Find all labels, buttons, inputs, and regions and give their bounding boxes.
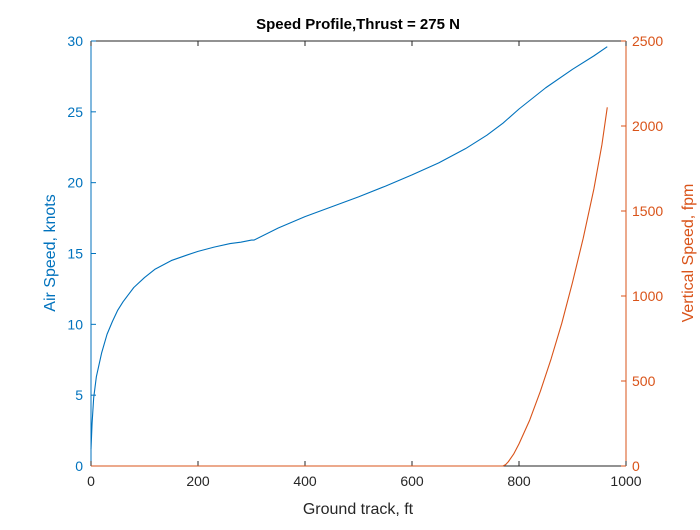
y-axis-right-label: Vertical Speed, fpm	[680, 184, 697, 323]
y-left-tick-label: 15	[67, 246, 83, 262]
vertical-speed-line	[91, 107, 608, 467]
x-tick-label: 1000	[610, 473, 641, 489]
x-tick-label: 400	[293, 473, 317, 489]
x-tick-label: 600	[400, 473, 424, 489]
y-left-tick-label: 25	[67, 104, 83, 120]
y-right-tick-label: 2500	[632, 33, 663, 49]
y-left-tick-label: 10	[67, 316, 83, 332]
y-right-tick-label: 1500	[632, 203, 663, 219]
y-left-tick-label: 0	[75, 458, 83, 474]
air-speed-line	[90, 46, 608, 450]
y-left-tick-label: 5	[75, 387, 83, 403]
y-axis-left-label: Air Speed, knots	[42, 194, 59, 311]
y-right-tick-label: 0	[632, 458, 640, 474]
y-right-tick-label: 500	[632, 373, 656, 389]
x-axis-label: Ground track, ft	[303, 501, 414, 518]
y-right-tick-label: 2000	[632, 118, 663, 134]
y-left-tick-label: 20	[67, 175, 83, 191]
chart-title: Speed Profile,Thrust = 275 N	[256, 16, 460, 33]
y-right-tick-label: 1000	[632, 288, 663, 304]
x-tick-label: 200	[186, 473, 210, 489]
y-left-tick-label: 30	[67, 33, 83, 49]
x-tick-label: 0	[87, 473, 95, 489]
x-tick-label: 800	[507, 473, 531, 489]
plot-area: 0 200 400 600 800 100005101520253005001000150…	[67, 33, 663, 489]
